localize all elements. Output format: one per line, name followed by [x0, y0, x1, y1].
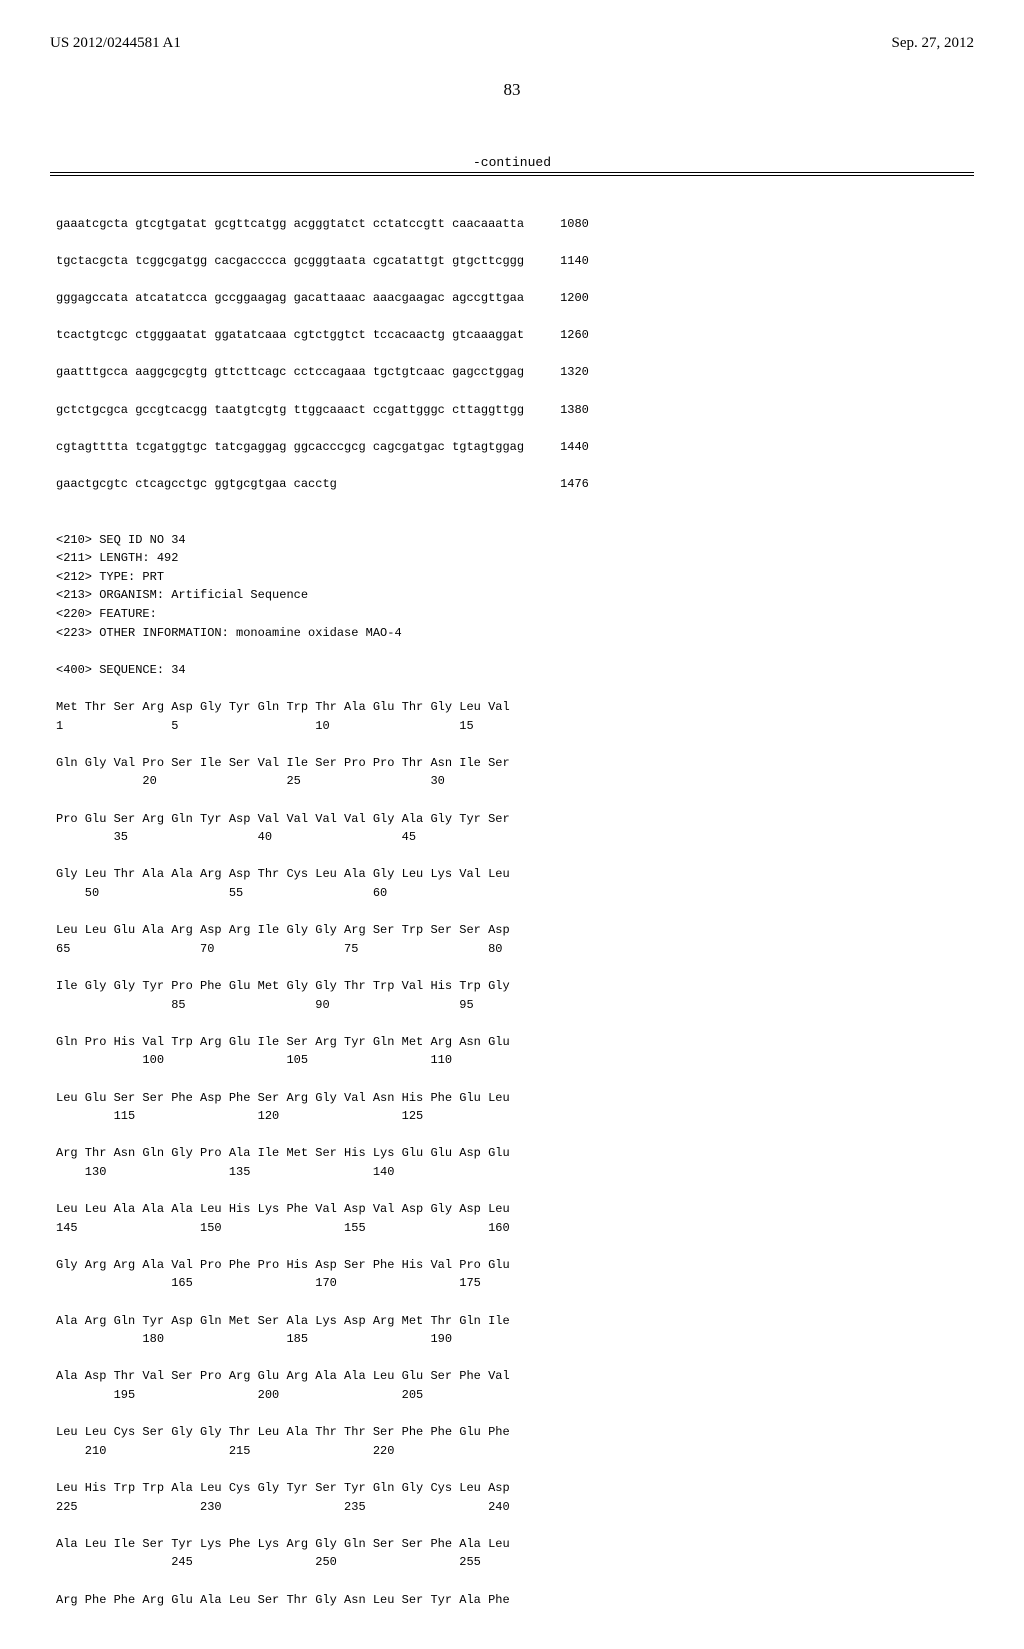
sequence-listing: gaaatcgcta gtcgtgatat gcgttcatgg acgggta… — [50, 196, 974, 1609]
publication-date: Sep. 27, 2012 — [892, 35, 975, 52]
divider-top — [50, 172, 974, 173]
divider-top-thin — [50, 175, 974, 176]
header-row: US 2012/0244581 A1 Sep. 27, 2012 — [50, 35, 974, 52]
publication-number: US 2012/0244581 A1 — [50, 35, 181, 52]
continued-label: -continued — [50, 155, 974, 170]
page-number: 83 — [50, 80, 974, 100]
